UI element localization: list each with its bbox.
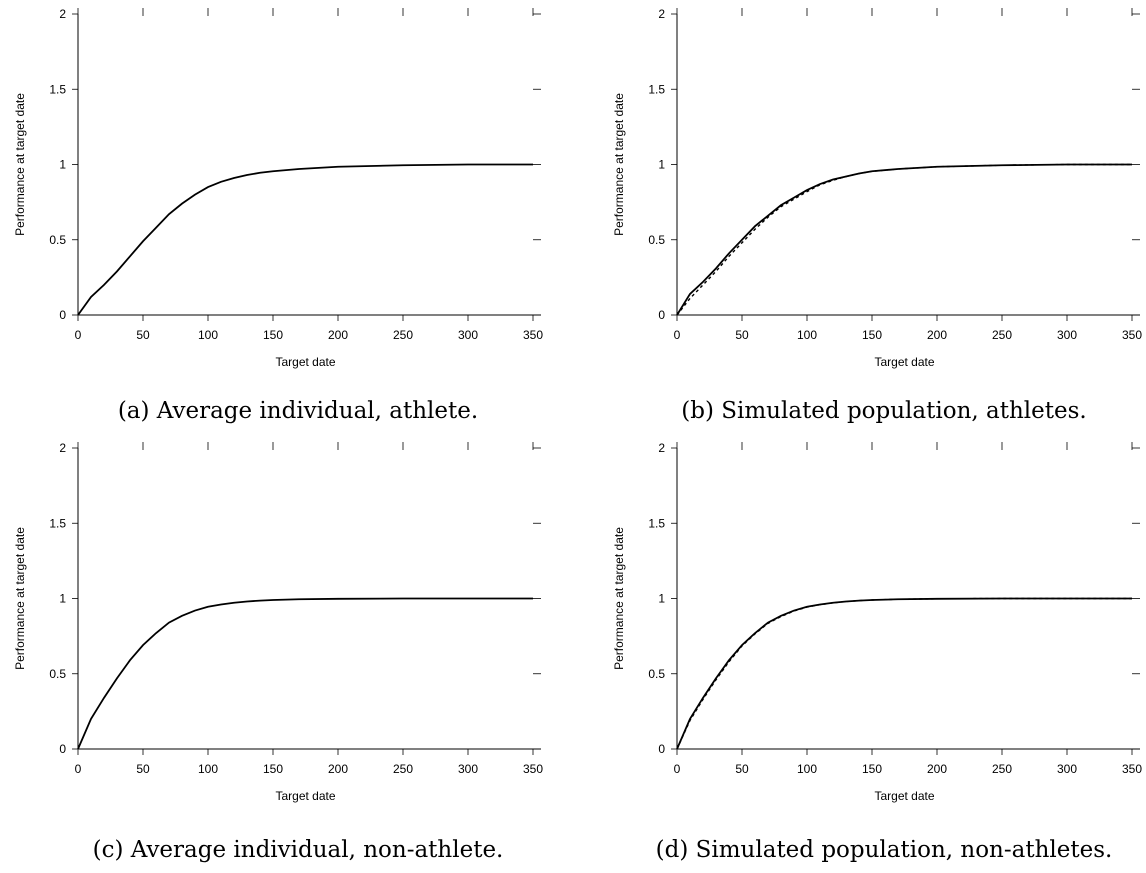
- panel-caption: (d) Simulated population, non-athletes.: [656, 837, 1113, 863]
- x-tick-label: 350: [523, 762, 543, 776]
- series-line-solid: [77, 163, 533, 316]
- x-tick-label: 100: [198, 762, 218, 776]
- x-tick-label: 200: [328, 762, 348, 776]
- x-tick-label: 300: [1057, 762, 1077, 776]
- y-axis-label: Performance at target date: [612, 93, 626, 236]
- x-tick-label: 200: [328, 328, 348, 342]
- chart-panel-d: 0 50 100 150 200 250 300 350 0 0.5 1 1.5 2 Target dat…: [612, 441, 1142, 863]
- y-tick-label: 0.5: [648, 667, 665, 681]
- y-tick-label: 2: [59, 7, 66, 21]
- y-tick-label: 2: [59, 441, 66, 455]
- y-axis-label: Performance at target date: [612, 527, 626, 670]
- chart-panel-a: 0 50 100 150 200 250 300 350 0 0.5 1 1.5 2 Target dat…: [13, 7, 543, 424]
- x-tick-label: 0: [674, 762, 681, 776]
- chart-panel-c: 0 50 100 150 200 250 300 350 0 0.5 1 1.5 2 Target dat…: [13, 441, 543, 863]
- y-tick-label: 1.5: [648, 82, 665, 96]
- y-tick-label: 0: [59, 742, 66, 756]
- series-line-solid: [77, 597, 533, 750]
- panel-caption: (c) Average individual, non-athlete.: [93, 837, 504, 863]
- x-tick-label: 250: [393, 328, 413, 342]
- x-tick-label: 150: [263, 328, 283, 342]
- x-tick-label: 150: [263, 762, 283, 776]
- x-tick-label: 300: [458, 762, 478, 776]
- y-axis-label: Performance at target date: [13, 527, 27, 670]
- series-line-dashed: [676, 597, 1132, 750]
- x-tick-label: 50: [136, 328, 150, 342]
- x-tick-label: 50: [735, 328, 749, 342]
- x-tick-label: 50: [735, 762, 749, 776]
- x-tick-label: 0: [75, 328, 82, 342]
- x-axis-label: Target date: [275, 789, 335, 803]
- panel-caption: (a) Average individual, athlete.: [118, 398, 478, 424]
- series-line-solid: [676, 597, 1132, 750]
- x-axis-label: Target date: [874, 355, 934, 369]
- x-tick-label: 100: [797, 762, 817, 776]
- x-tick-label: 250: [393, 762, 413, 776]
- x-tick-label: 0: [674, 328, 681, 342]
- x-tick-label: 0: [75, 762, 82, 776]
- x-tick-label: 150: [862, 762, 882, 776]
- x-tick-label: 350: [1122, 762, 1142, 776]
- x-tick-label: 100: [797, 328, 817, 342]
- x-tick-label: 350: [1122, 328, 1142, 342]
- y-tick-label: 0: [658, 308, 665, 322]
- panel-caption: (b) Simulated population, athletes.: [681, 398, 1086, 424]
- y-tick-label: 1.5: [49, 82, 66, 96]
- y-axis-label: Performance at target date: [13, 93, 27, 236]
- y-tick-label: 0.5: [648, 233, 665, 247]
- x-tick-label: 200: [927, 762, 947, 776]
- y-tick-label: 1: [658, 592, 665, 606]
- x-tick-label: 250: [992, 328, 1012, 342]
- x-tick-label: 200: [927, 328, 947, 342]
- y-tick-label: 2: [658, 441, 665, 455]
- y-tick-label: 1: [658, 158, 665, 172]
- x-tick-label: 350: [523, 328, 543, 342]
- y-tick-label: 1: [59, 158, 66, 172]
- x-tick-label: 300: [458, 328, 478, 342]
- series-line-solid: [676, 163, 1132, 316]
- y-tick-label: 2: [658, 7, 665, 21]
- x-axis-label: Target date: [275, 355, 335, 369]
- chart-panel-b: 0 50 100 150 200 250 300 350 0 0.5 1 1.5 2 Target dat…: [612, 7, 1142, 424]
- series-line-dashed: [676, 163, 1132, 316]
- y-tick-label: 1: [59, 592, 66, 606]
- x-tick-label: 50: [136, 762, 150, 776]
- y-tick-label: 1.5: [648, 516, 665, 530]
- y-tick-label: 1.5: [49, 516, 66, 530]
- x-tick-label: 150: [862, 328, 882, 342]
- x-tick-label: 100: [198, 328, 218, 342]
- x-tick-label: 300: [1057, 328, 1077, 342]
- y-tick-label: 0.5: [49, 667, 66, 681]
- x-tick-label: 250: [992, 762, 1012, 776]
- y-tick-label: 0: [59, 308, 66, 322]
- x-axis-label: Target date: [874, 789, 934, 803]
- y-tick-label: 0: [658, 742, 665, 756]
- y-tick-label: 0.5: [49, 233, 66, 247]
